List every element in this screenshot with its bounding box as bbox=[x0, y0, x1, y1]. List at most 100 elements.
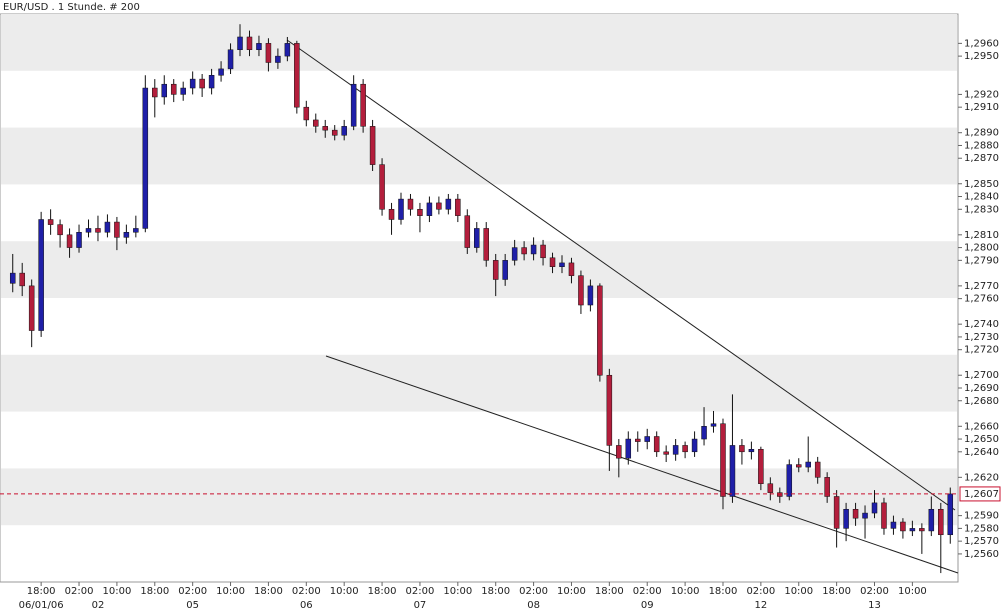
candle-body bbox=[739, 445, 745, 453]
background-band bbox=[1, 354, 957, 412]
candle-body bbox=[360, 83, 366, 127]
candle-body bbox=[426, 202, 433, 216]
candle-body bbox=[616, 445, 622, 459]
candle-body bbox=[814, 461, 821, 478]
candle-body bbox=[795, 464, 802, 468]
candle-body bbox=[881, 502, 887, 529]
y-tick-label: 1,2810 bbox=[964, 230, 999, 241]
candle-body bbox=[644, 436, 650, 442]
candle-body bbox=[227, 49, 234, 70]
candle-body bbox=[852, 508, 859, 519]
candle-body bbox=[530, 244, 537, 255]
candle-body bbox=[388, 209, 395, 220]
y-tick-label: 1,2870 bbox=[964, 153, 999, 164]
x-tick-label: 02:00 bbox=[519, 586, 548, 597]
candle-body bbox=[578, 275, 584, 306]
candle-body bbox=[786, 464, 793, 497]
candle-body bbox=[635, 438, 641, 442]
date-label: 02 bbox=[92, 600, 105, 611]
candle-body bbox=[682, 445, 688, 453]
candle-body bbox=[900, 521, 906, 532]
candle-body bbox=[199, 78, 205, 89]
x-tick-label: 02:00 bbox=[633, 586, 662, 597]
y-tick-label: 1,2880 bbox=[964, 140, 999, 151]
candle-body bbox=[19, 272, 25, 287]
x-tick-label: 10:00 bbox=[784, 586, 813, 597]
candle-body bbox=[237, 36, 243, 50]
candle-body bbox=[9, 272, 16, 284]
candle-body bbox=[871, 502, 878, 514]
candle-body bbox=[568, 262, 575, 276]
y-tick-label: 1,2700 bbox=[964, 370, 999, 381]
candle-body bbox=[653, 436, 660, 453]
candle-body bbox=[218, 68, 224, 76]
current-price-label: 1,2607 bbox=[964, 489, 999, 500]
background-band bbox=[1, 241, 957, 298]
candle-body bbox=[549, 257, 556, 267]
y-tick-label: 1,2620 bbox=[964, 472, 999, 483]
y-tick-label: 1,2840 bbox=[964, 192, 999, 203]
x-tick-label: 10:00 bbox=[443, 586, 472, 597]
date-label: 06 bbox=[300, 600, 313, 611]
y-tick-label: 1,2730 bbox=[964, 332, 999, 343]
candle-body bbox=[256, 43, 262, 50]
y-tick-label: 1,2560 bbox=[964, 549, 999, 560]
y-tick-label: 1,2800 bbox=[964, 243, 999, 254]
x-tick-label: 02:00 bbox=[746, 586, 775, 597]
x-tick-label: 18:00 bbox=[709, 586, 738, 597]
candle-body bbox=[85, 228, 92, 233]
x-tick-label: 02:00 bbox=[178, 586, 207, 597]
candle-body bbox=[833, 496, 840, 529]
candle-body bbox=[417, 209, 423, 216]
candle-body bbox=[152, 87, 158, 98]
date-label: 07 bbox=[414, 600, 427, 611]
date-label: 08 bbox=[527, 600, 540, 611]
y-tick-label: 1,2770 bbox=[964, 281, 999, 292]
y-tick-label: 1,2830 bbox=[964, 204, 999, 215]
candle-body bbox=[331, 129, 338, 136]
candle-body bbox=[502, 260, 508, 280]
candle-body bbox=[123, 232, 130, 238]
candle-body bbox=[691, 438, 698, 453]
x-tick-label: 10:00 bbox=[216, 586, 245, 597]
x-tick-label: 10:00 bbox=[102, 586, 131, 597]
x-tick-label: 18:00 bbox=[27, 586, 56, 597]
y-tick-label: 1,2740 bbox=[964, 319, 999, 330]
candle-body bbox=[284, 43, 291, 57]
candle-body bbox=[672, 445, 679, 455]
chart-title: EUR/USD . 1 Stunde. # 200 bbox=[3, 2, 140, 13]
x-tick-label: 18:00 bbox=[368, 586, 397, 597]
candle-body bbox=[928, 508, 935, 532]
candle-body bbox=[587, 285, 594, 306]
candle-body bbox=[189, 78, 196, 89]
y-tick-label: 1,2790 bbox=[964, 255, 999, 266]
candle-body bbox=[729, 445, 736, 497]
y-tick-label: 1,2960 bbox=[964, 38, 999, 49]
candle-body bbox=[474, 228, 480, 248]
x-tick-label: 02:00 bbox=[860, 586, 889, 597]
x-tick-label: 18:00 bbox=[822, 586, 851, 597]
candle-body bbox=[180, 87, 186, 95]
x-tick-label: 10:00 bbox=[330, 586, 359, 597]
x-tick-label: 02:00 bbox=[65, 586, 94, 597]
candle-body bbox=[265, 43, 272, 63]
candle-body bbox=[606, 374, 613, 446]
candle-body bbox=[294, 43, 300, 108]
x-tick-label: 10:00 bbox=[898, 586, 927, 597]
candle-body bbox=[161, 83, 168, 98]
candle-body bbox=[919, 528, 925, 532]
x-tick-label: 18:00 bbox=[140, 586, 169, 597]
candle-body bbox=[76, 232, 82, 248]
candle-body bbox=[95, 228, 101, 233]
candle-body bbox=[701, 426, 707, 440]
date-label: 12 bbox=[754, 600, 767, 611]
candle-body bbox=[445, 198, 452, 210]
candle-body bbox=[208, 75, 215, 89]
candle-body bbox=[313, 119, 319, 127]
x-tick-label: 10:00 bbox=[557, 586, 586, 597]
y-tick-label: 1,2590 bbox=[964, 511, 999, 522]
x-tick-label: 02:00 bbox=[406, 586, 435, 597]
candle-body bbox=[748, 449, 755, 453]
date-label: 09 bbox=[641, 600, 654, 611]
